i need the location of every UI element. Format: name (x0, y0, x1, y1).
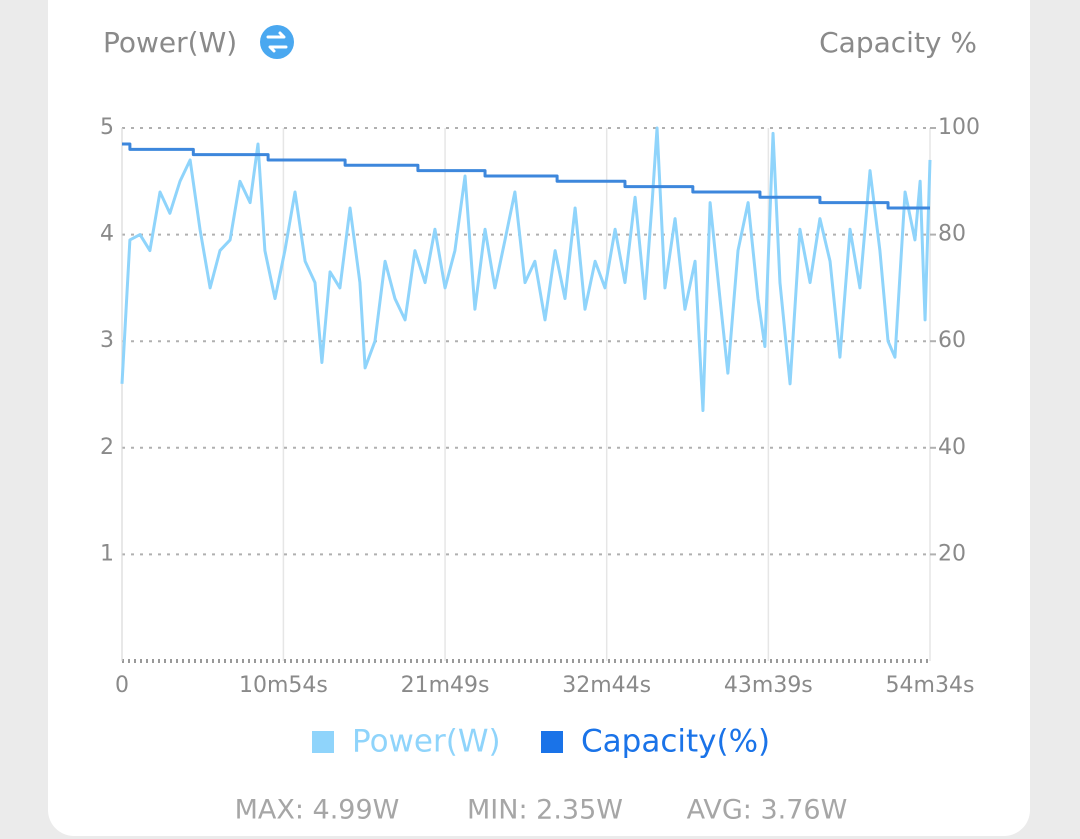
y-tick-label: 4 (100, 222, 114, 247)
x-tick-label: 43m39s (724, 673, 813, 698)
y-tick-label: 2 (100, 435, 114, 460)
y2-tick-label: 20 (938, 541, 966, 566)
x-tick-label: 32m44s (562, 673, 651, 698)
legend-label: Capacity(%) (581, 724, 770, 760)
x-tick-label: 0 (115, 673, 129, 698)
swap-icon[interactable] (260, 25, 294, 59)
y2-tick-label: 80 (938, 222, 966, 247)
y-axis-title: Power(W) (103, 26, 237, 59)
y2-axis-title: Capacity % (819, 26, 977, 59)
legend-swatch (312, 731, 334, 753)
x-tick-label: 10m54s (239, 673, 328, 698)
y-tick-label: 5 (100, 115, 114, 140)
legend-swatch (541, 731, 563, 753)
y2-tick-label: 100 (938, 115, 980, 140)
series-line (122, 142, 930, 210)
y2-tick-label: 40 (938, 435, 966, 460)
card (48, 0, 1030, 836)
stat-text: AVG: 3.76W (687, 795, 848, 826)
legend-label: Power(W) (352, 724, 501, 760)
x-tick-label: 21m49s (401, 673, 490, 698)
series-line (120, 126, 932, 412)
stat-text: MAX: 4.99W (235, 795, 400, 826)
x-tick-label: 54m34s (886, 673, 975, 698)
y-tick-label: 1 (100, 541, 114, 566)
y-tick-label: 3 (100, 328, 114, 353)
y2-tick-label: 60 (938, 328, 966, 353)
stat-text: MIN: 2.35W (467, 795, 623, 826)
